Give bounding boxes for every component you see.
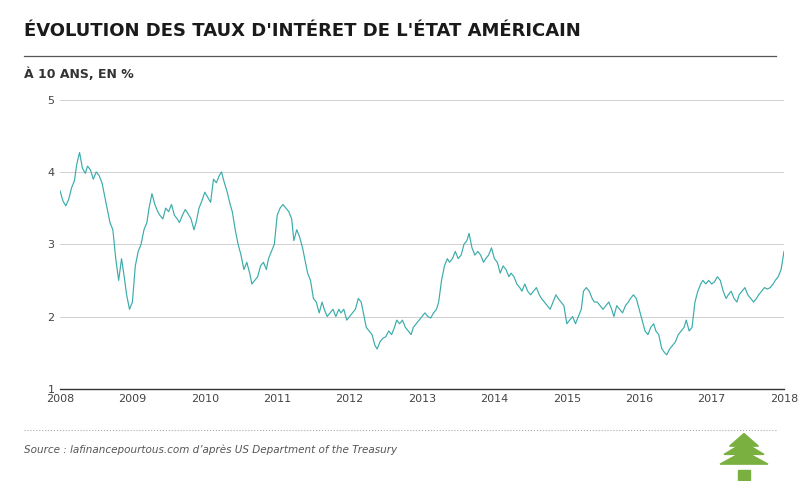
- Text: Source : lafinancepourtous.com d’après US Department of the Treasury: Source : lafinancepourtous.com d’après U…: [24, 445, 397, 455]
- Text: À 10 ANS, EN %: À 10 ANS, EN %: [24, 67, 134, 81]
- Bar: [738, 470, 750, 480]
- Text: ÉVOLUTION DES TAUX D'INTÉRET DE L'ÉTAT AMÉRICAIN: ÉVOLUTION DES TAUX D'INTÉRET DE L'ÉTAT A…: [24, 22, 581, 40]
- Polygon shape: [730, 434, 758, 446]
- Polygon shape: [720, 451, 768, 464]
- Polygon shape: [724, 442, 764, 454]
